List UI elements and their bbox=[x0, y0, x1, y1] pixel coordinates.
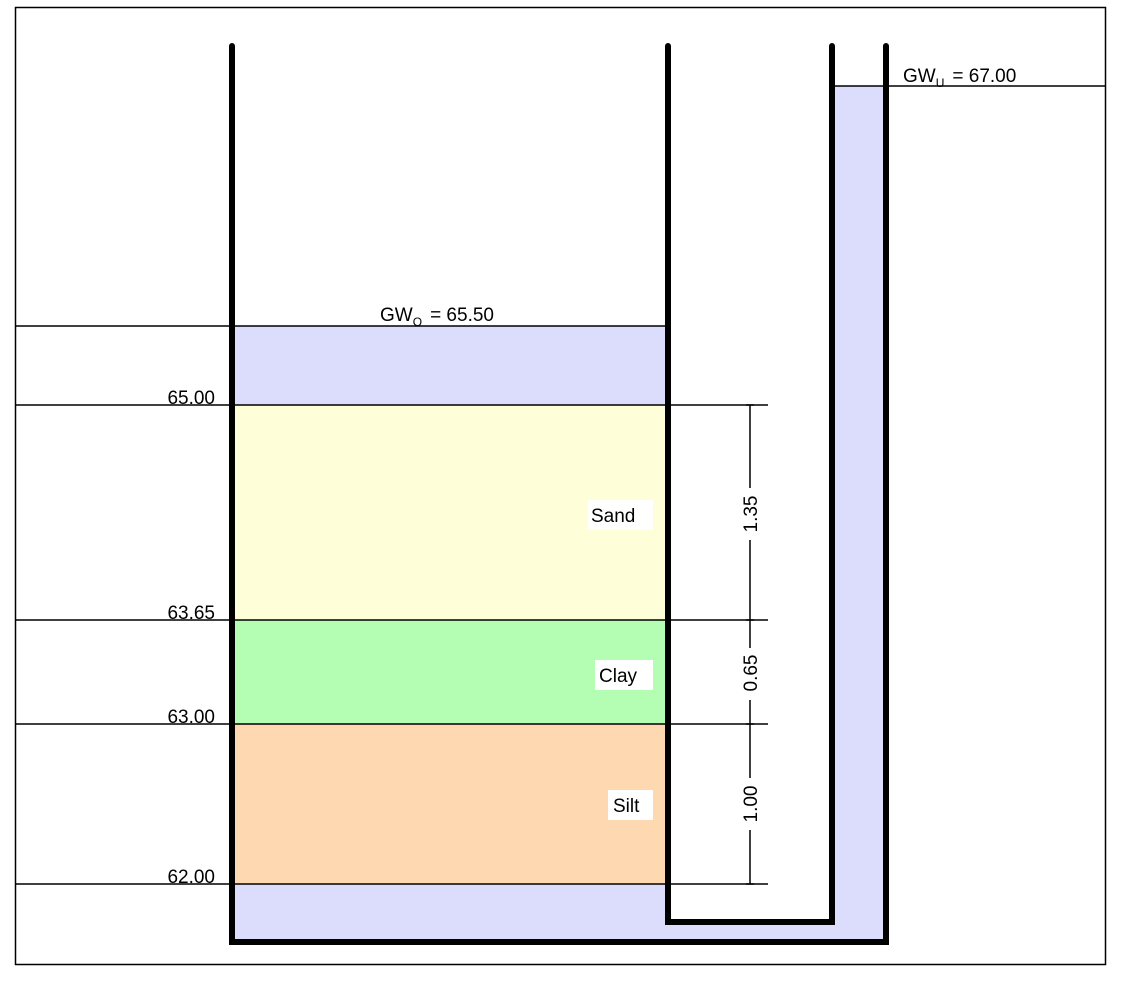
outer-wall bbox=[229, 43, 889, 945]
thickness-silt: 1.00 bbox=[741, 786, 762, 823]
water-under-wall bbox=[668, 922, 886, 942]
layer-silt bbox=[232, 724, 668, 884]
layer-label-silt: Silt bbox=[613, 796, 640, 817]
inner-wall bbox=[665, 43, 835, 925]
water-bottom bbox=[232, 884, 668, 942]
gw-inside-label: GWO = 65.50 bbox=[380, 305, 494, 329]
thickness-sand: 1.35 bbox=[741, 496, 762, 533]
gw-outside-label: GWU = 67.00 bbox=[903, 66, 1016, 90]
elevation-label: 62.00 bbox=[167, 867, 215, 888]
elevation-label: 63.65 bbox=[167, 603, 215, 624]
water-inside bbox=[232, 326, 668, 405]
layer-label-sand: Sand bbox=[591, 506, 635, 527]
elevation-label: 63.00 bbox=[167, 707, 215, 728]
elevation-label: 65.00 bbox=[167, 388, 215, 409]
layer-label-clay: Clay bbox=[599, 666, 638, 687]
thickness-clay: 0.65 bbox=[741, 655, 762, 692]
water-outside bbox=[832, 86, 886, 942]
